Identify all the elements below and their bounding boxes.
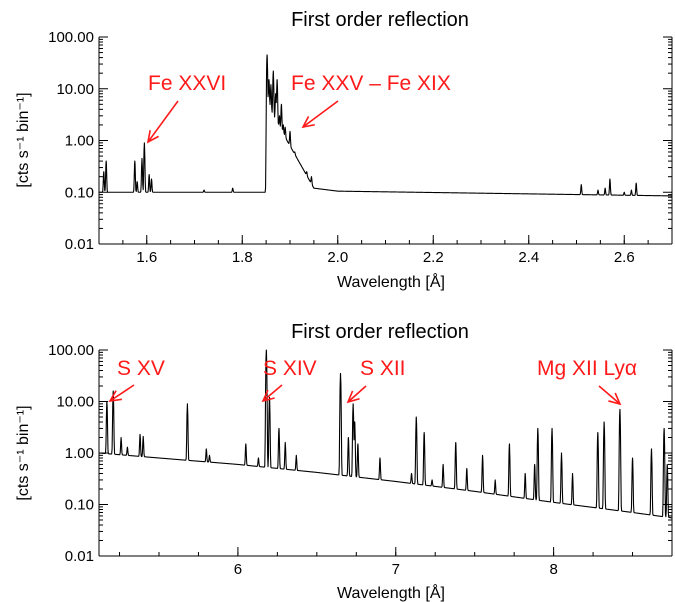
x-tick-label: 2.2 [423,249,444,266]
annotation-label: S XV [117,357,165,380]
chart-title: First order reflection [291,9,469,31]
y-tick-label: 0.01 [65,548,94,565]
spectrum-series-line [98,54,673,197]
y-tick-label: 100.00 [48,342,94,359]
y-tick-label: 10.00 [56,81,94,98]
y-tick-label: 10.00 [56,394,94,411]
y-tick-label: 100.00 [48,29,94,46]
annotation-label: Fe XXVI [148,72,226,95]
spectrum-series-line [98,349,673,519]
x-tick-label: 6 [234,561,242,578]
panel-2: 0.01 0.10 1.00 10.00 100.00 6 7 8 First order re… [15,321,673,602]
x-tick-label: 2.0 [327,249,348,266]
y-axis-label: [cts s⁻¹ bin⁻¹] [15,92,32,187]
x-tick-label: 2.6 [614,249,635,266]
annotation-label: Fe XXV – Fe XIX [291,72,451,95]
panel-1: 0.01 0.10 1.00 10.00 100.00 1.6 1.8 2.0 2.2 2.4 2.… [15,9,673,291]
y-tick-label: 1.00 [65,133,94,150]
y-tick-label: 1.00 [65,445,94,462]
arrow-head [346,390,360,404]
annotation-arrow [347,385,367,403]
x-axis-label: Wavelength [Å] [337,583,445,602]
arrow-head [108,390,122,403]
y-axis-label: [cts s⁻¹ bin⁻¹] [15,405,32,500]
annotation-label: S XII [360,357,406,380]
arrow-head [261,389,275,403]
annotation-arrow [147,100,179,143]
y-tick-label: 0.10 [65,184,94,201]
arrow-head [146,130,159,144]
arrow-head [301,115,315,129]
annotation-arrow [598,385,621,405]
y-tick-label: 0.01 [65,236,94,253]
annotation-label: Mg XII Lyα [537,357,637,380]
x-axis-label: Wavelength [Å] [337,272,445,291]
arrow-head [608,392,622,406]
x-tick-label: 8 [549,561,557,578]
x-tick-label: 2.4 [518,249,539,266]
annotation-arrow [109,384,135,402]
y-tick-label: 0.10 [65,497,94,514]
x-tick-label: 1.8 [232,249,253,266]
chart-title: First order reflection [291,321,469,343]
annotation-arrow [262,384,283,402]
annotation-label: S XIV [263,357,317,380]
x-tick-label: 1.6 [136,249,157,266]
annotation-arrow [302,100,339,128]
x-tick-label: 7 [392,561,400,578]
